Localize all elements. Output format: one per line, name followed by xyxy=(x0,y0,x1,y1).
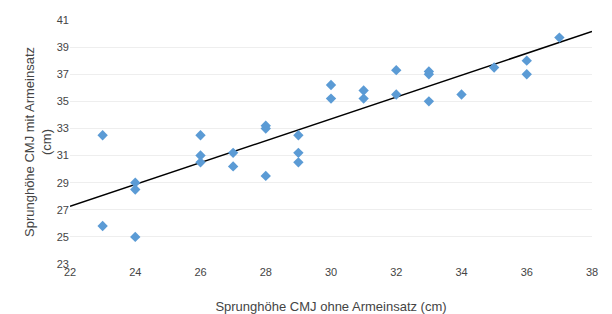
svg-text:22: 22 xyxy=(64,266,76,278)
svg-text:37: 37 xyxy=(57,68,69,80)
svg-text:27: 27 xyxy=(57,204,69,216)
svg-text:38: 38 xyxy=(586,266,598,278)
svg-text:32: 32 xyxy=(390,266,402,278)
svg-text:33: 33 xyxy=(57,122,69,134)
svg-text:24: 24 xyxy=(129,266,141,278)
svg-text:39: 39 xyxy=(57,41,69,53)
svg-text:36: 36 xyxy=(521,266,533,278)
svg-text:26: 26 xyxy=(194,266,206,278)
svg-text:34: 34 xyxy=(455,266,467,278)
svg-text:Sprunghöhe CMJ mit Armeinsatz(: Sprunghöhe CMJ mit Armeinsatz(cm) xyxy=(22,47,54,237)
svg-text:41: 41 xyxy=(57,14,69,26)
svg-text:23: 23 xyxy=(57,258,69,270)
svg-text:31: 31 xyxy=(57,149,69,161)
svg-text:35: 35 xyxy=(57,95,69,107)
svg-text:30: 30 xyxy=(325,266,337,278)
svg-text:28: 28 xyxy=(260,266,272,278)
svg-text:29: 29 xyxy=(57,177,69,189)
svg-text:25: 25 xyxy=(57,231,69,243)
svg-text:Sprunghöhe CMJ ohne Armeinsatz: Sprunghöhe CMJ ohne Armeinsatz (cm) xyxy=(215,299,446,314)
